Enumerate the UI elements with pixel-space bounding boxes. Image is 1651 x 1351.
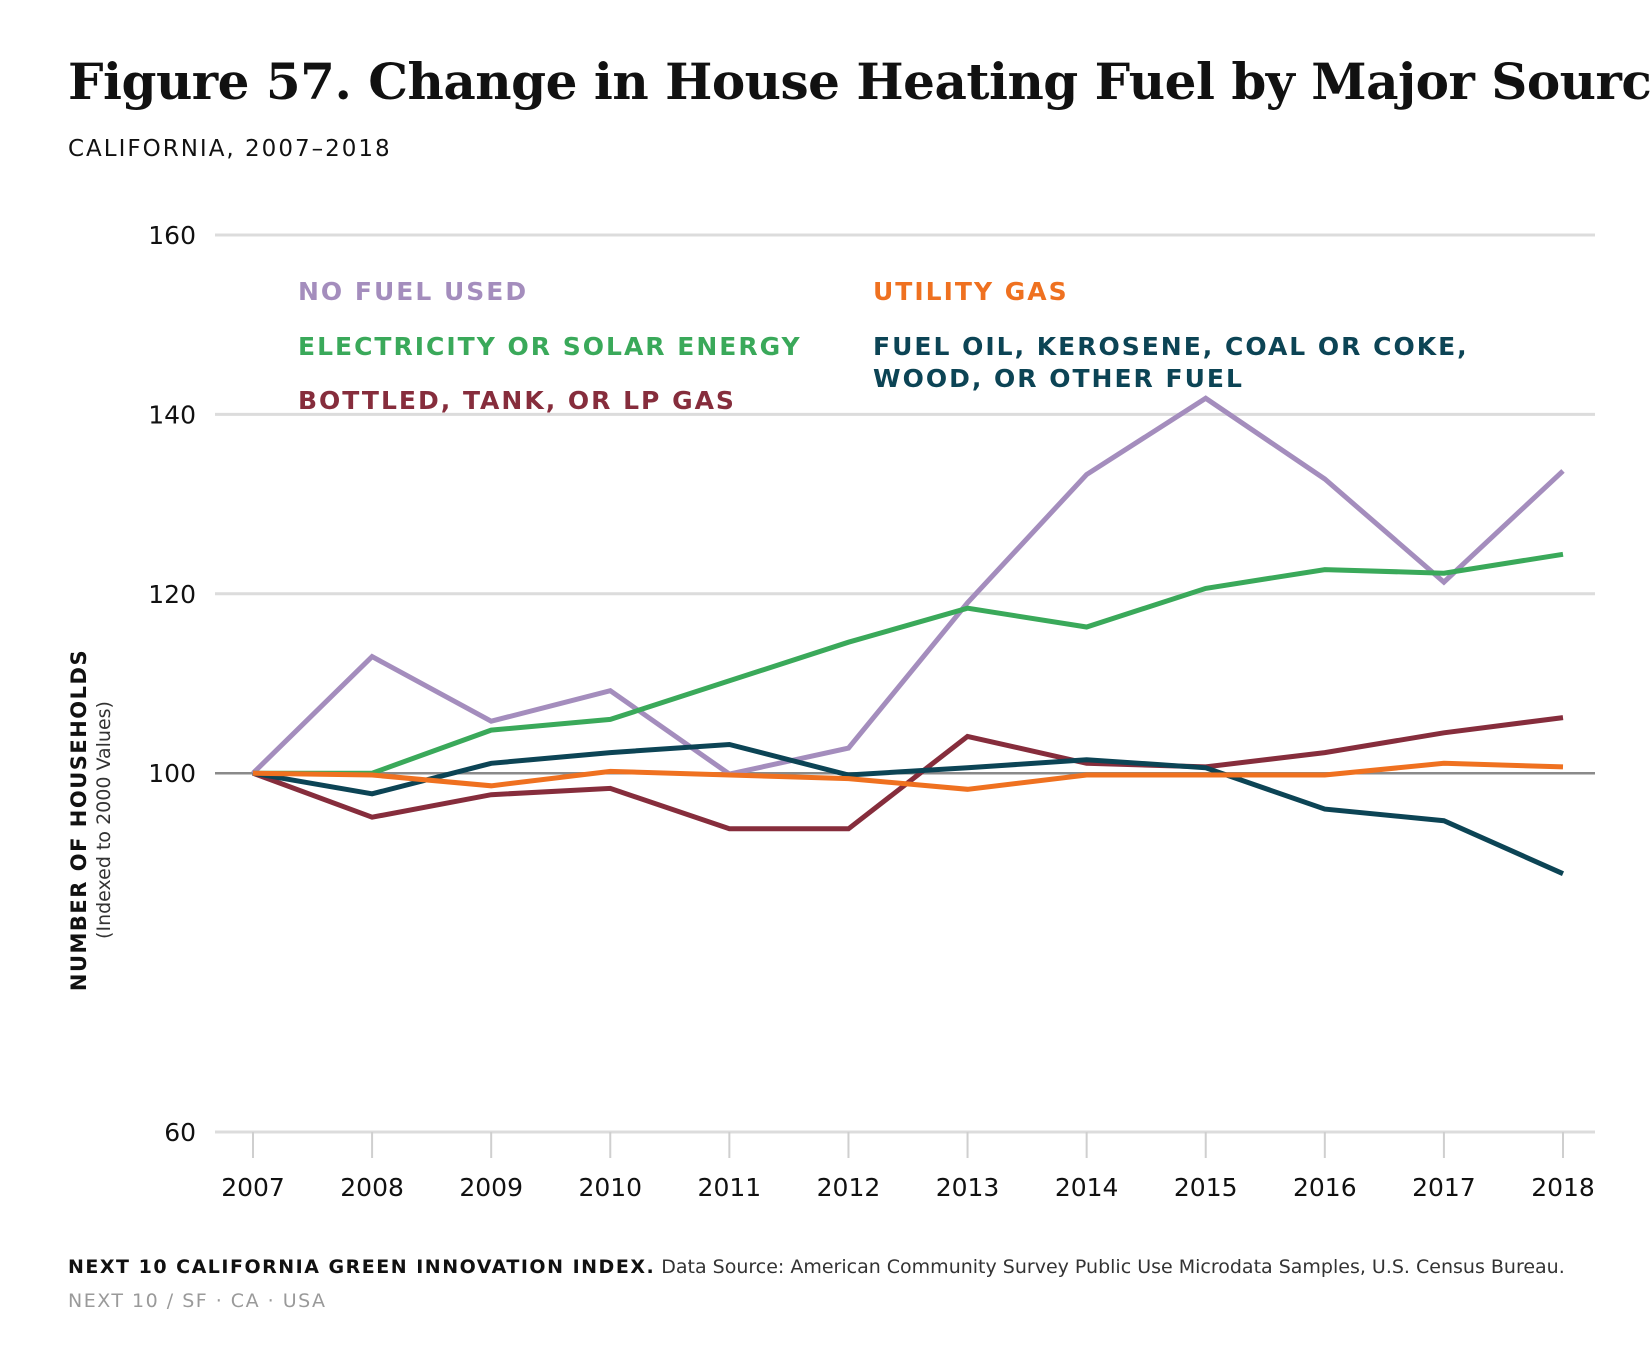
legend-label: NO FUEL USED — [298, 277, 528, 306]
legend-label: UTILITY GAS — [873, 277, 1069, 306]
y-tick-label: 140 — [148, 400, 196, 429]
legend-label: WOOD, OR OTHER FUEL — [873, 364, 1244, 393]
y-tick-label: 60 — [164, 1118, 196, 1147]
footer-source-text: Data Source: American Community Survey P… — [655, 1256, 1565, 1278]
x-tick-label: 2008 — [340, 1173, 404, 1202]
x-tick-label: 2014 — [1055, 1173, 1119, 1202]
x-tick-label: 2012 — [817, 1173, 881, 1202]
legend-label: BOTTLED, TANK, OR LP GAS — [298, 386, 736, 415]
footer-org: NEXT 10 CALIFORNIA GREEN INNOVATION INDE… — [68, 1256, 656, 1278]
x-tick-label: 2009 — [459, 1173, 523, 1202]
x-tick-label: 2011 — [698, 1173, 762, 1202]
x-tick-label: 2016 — [1293, 1173, 1357, 1202]
x-tick-label: 2007 — [221, 1173, 285, 1202]
x-tick-label: 2010 — [578, 1173, 642, 1202]
series-line — [252, 741, 1565, 876]
series-line — [252, 760, 1564, 792]
x-tick-label: 2017 — [1412, 1173, 1476, 1202]
chart-subtitle: CALIFORNIA, 2007–2018 — [68, 136, 392, 162]
series-line — [253, 551, 1564, 776]
x-tick-label: 2015 — [1174, 1173, 1238, 1202]
legend-label: FUEL OIL, KEROSENE, COAL OR COKE, — [873, 332, 1469, 361]
footer-brand: NEXT 10 / SF · CA · USA — [68, 1290, 327, 1312]
y-tick-label: 100 — [148, 759, 196, 788]
y-tick-label: 160 — [148, 221, 196, 250]
line-chart: 60 100 120 140 160 2007 2008 2009 2010 2011 2012 20… — [67, 221, 1595, 1202]
legend-label: ELECTRICITY OR SOLAR ENERGY — [298, 332, 802, 361]
y-axis-subtitle: (Indexed to 2000 Values) — [93, 701, 115, 939]
chart-title: Figure 57. Change in House Heating Fuel … — [68, 52, 1651, 111]
y-tick-label: 120 — [148, 580, 196, 609]
series-line — [251, 395, 1565, 777]
y-axis-title: NUMBER OF HOUSEHOLDS — [67, 649, 91, 991]
footer-source: NEXT 10 CALIFORNIA GREEN INNOVATION INDE… — [68, 1250, 1588, 1318]
x-tick-label: 2013 — [936, 1173, 1000, 1202]
x-tick-label: 2018 — [1531, 1173, 1595, 1202]
